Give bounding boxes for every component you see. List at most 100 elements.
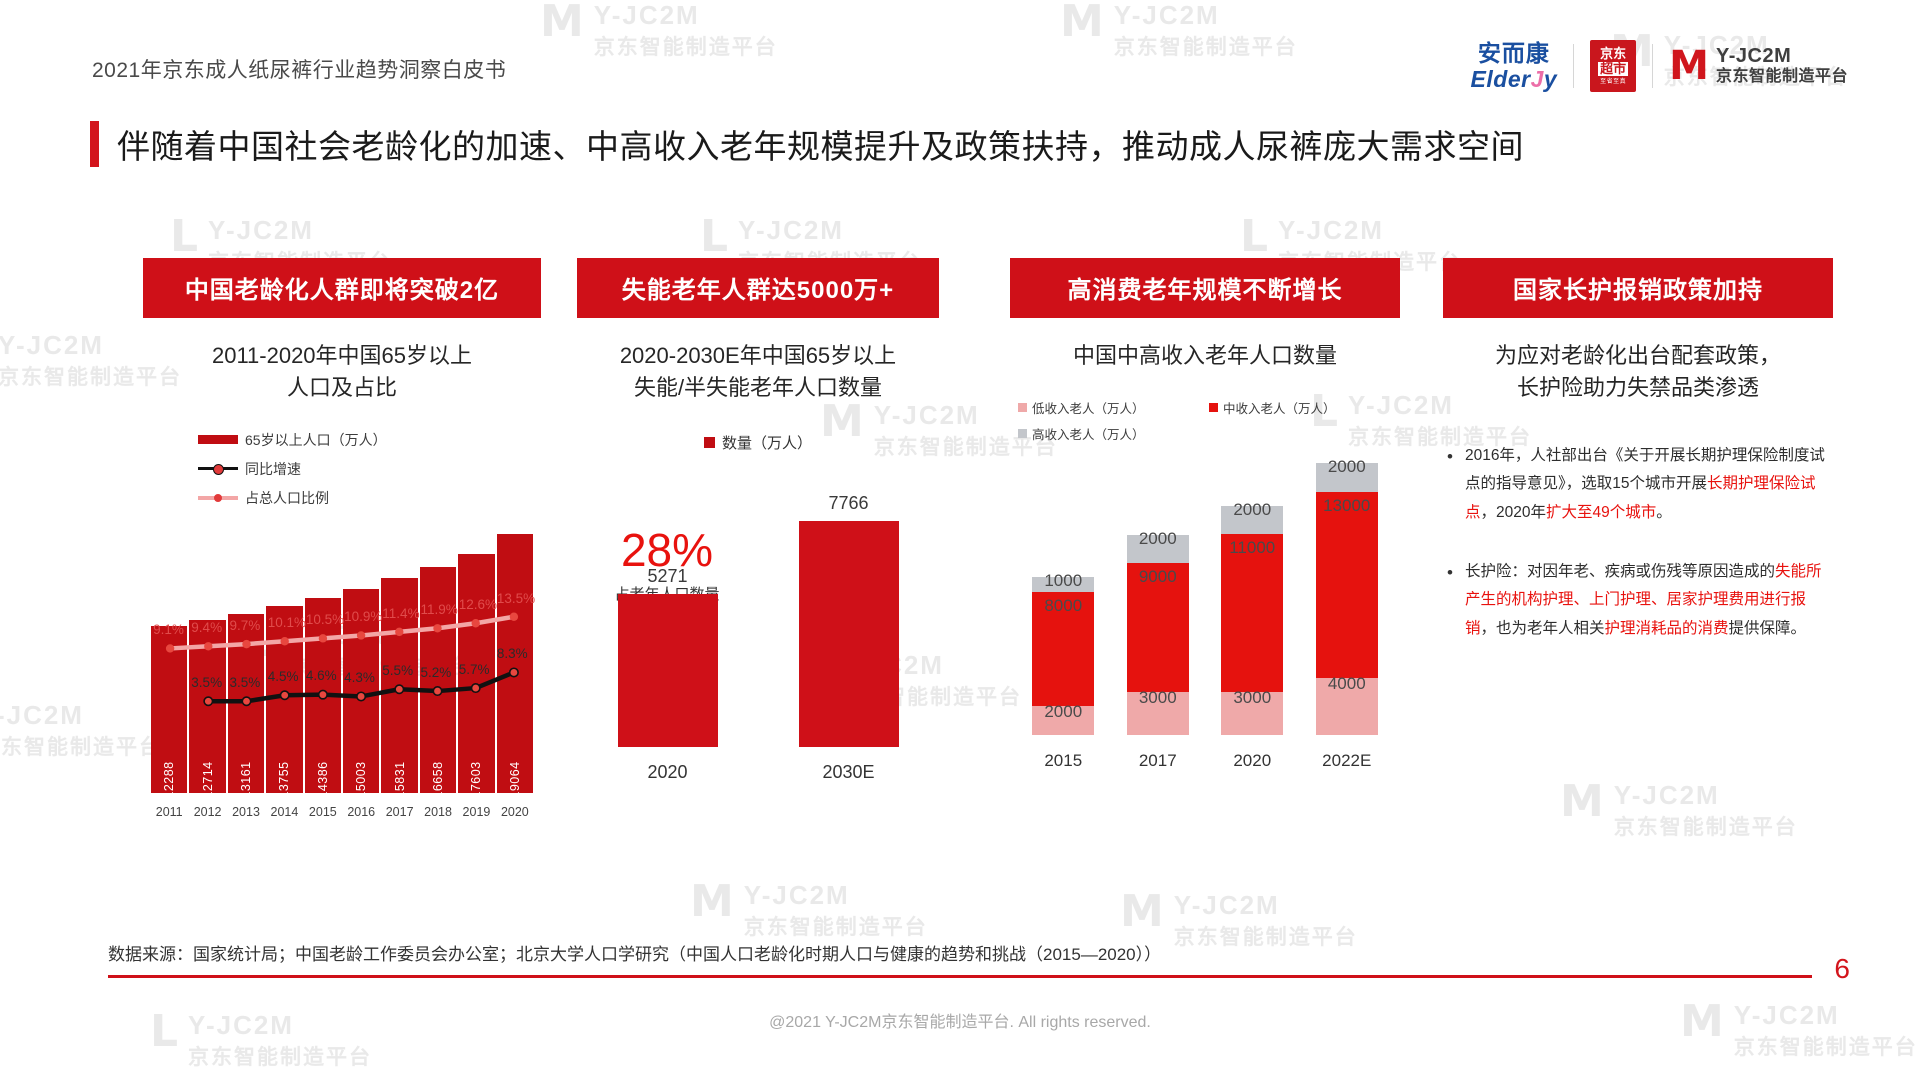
- panel-disabled-elderly: 失能老年人群达5000万+ 2020-2030E年中国65岁以上 失能/半失能老年…: [577, 258, 939, 791]
- chart1-value-label: 11.4%: [382, 605, 420, 621]
- logo-divider: [1573, 44, 1575, 88]
- chart1-value-label: 4.5%: [267, 669, 299, 685]
- chart1-value-label: 4.3%: [344, 670, 375, 686]
- chart1-bar: 16658: [419, 566, 457, 798]
- chart3-segment-red: 13000: [1315, 491, 1378, 678]
- chart1-axis-tick: 2018: [424, 804, 452, 819]
- chart1-bars: 12288 12714 13161 13755 14386 15003 15831 16658…: [151, 515, 534, 798]
- legend-swatch-share: [198, 493, 238, 503]
- chart3-segment-pink: 3000: [1126, 688, 1189, 735]
- chart1-axis-tick: 2014: [270, 804, 299, 819]
- elderjoy-logo-en: ElderJy: [1470, 65, 1558, 92]
- panel1-banner: 中国老龄化人群即将突破2亿: [143, 258, 541, 318]
- chart3-segment-red: 9000: [1126, 563, 1189, 692]
- chart1-bar-label: 15003: [354, 761, 369, 799]
- chart1-bar-label: 12714: [200, 761, 215, 799]
- headline-block: 伴随着中国社会老龄化的加速、中高收入老年规模提升及政策扶持，推动成人尿裤庞大需求…: [90, 120, 1524, 168]
- yjc2m-logo: Ⅿ Y-JC2M 京东智能制造平台: [1669, 45, 1848, 86]
- chart2-bars: 5271 7766: [577, 479, 939, 747]
- chart1-bar-label: 14386: [315, 761, 330, 799]
- legend-swatch-high-income: [1018, 428, 1027, 438]
- chart3-segment-label: 11000: [1229, 538, 1276, 558]
- footer-divider: [108, 975, 1812, 978]
- chart3-segment-label: 2000: [1138, 528, 1177, 548]
- panel-aging-population: 中国老龄化人群即将突破2亿 2011-2020年中国65岁以上 人口及占比 65岁…: [143, 258, 541, 827]
- legend-swatch-bar: [198, 435, 238, 445]
- panel3-banner: 高消费老年规模不断增长: [1010, 258, 1400, 318]
- chart1-value-label: 3.5%: [229, 675, 261, 691]
- chart3-segment-label: 1000: [1044, 571, 1083, 591]
- legend-swatch-growth: [198, 464, 238, 476]
- chart1-value-label: 8.3%: [496, 646, 528, 662]
- chart3-axis-tick: 2017: [1138, 750, 1177, 770]
- legend-swatch-low-income: [1018, 402, 1027, 412]
- legend-item: 中收入老人（万人）: [1209, 398, 1400, 417]
- chart1-bar: 19064: [496, 534, 534, 798]
- chart1-value-label: 9.4%: [191, 620, 223, 636]
- chart1-bar-label: 15831: [392, 761, 407, 799]
- chart3-column: 2000 9000 3000: [1126, 529, 1189, 735]
- chart1-value-label: 5.2%: [420, 664, 452, 680]
- chart3-axis-tick: 2015: [1044, 750, 1083, 770]
- yjc2m-mark-icon: Ⅿ: [1669, 43, 1709, 88]
- chart1-axis-tick: 2020: [500, 804, 529, 819]
- chart3-segment-pink: 3000: [1221, 688, 1284, 735]
- chart2-legend: 数量（万人）: [577, 432, 939, 453]
- yjc2m-logo-subtitle: 京东智能制造平台: [1715, 68, 1848, 86]
- chart3-x-axis: 2015 2017 2020 2022E: [1016, 751, 1394, 771]
- chart3-axis-tick: 2020: [1233, 750, 1272, 770]
- panel4-subtitle: 为应对老龄化出台配套政策， 长护险助力失禁品类渗透: [1494, 343, 1781, 400]
- chart3-segment-red: 8000: [1032, 591, 1095, 707]
- chart3-segment-label: 3000: [1233, 687, 1272, 707]
- chart1-bar: 13161: [227, 614, 265, 798]
- legend-item: 65岁以上人口（万人）: [198, 430, 541, 450]
- chart-aging-population: 12288 12714 13161 13755 14386 15003 15831 16658…: [143, 517, 541, 827]
- chart1-bar-label: 16658: [431, 761, 446, 799]
- panel4-banner: 国家长护报销政策加持: [1443, 258, 1833, 318]
- chart3-segment-gray: 2000: [1315, 457, 1378, 492]
- chart3-segment-label: 3000: [1138, 687, 1177, 707]
- chart3-legend: 低收入老人（万人） 中收入老人（万人） 高收入老人（万人）: [1010, 398, 1400, 443]
- chart3-segment-label: 2000: [1044, 702, 1083, 722]
- chart1-value-label: 5.5%: [382, 663, 414, 679]
- chart2-bar: [798, 521, 899, 747]
- chart1-value-label: 9.7%: [229, 617, 261, 633]
- chart2-axis-tick: 2030E: [822, 761, 875, 782]
- policy-bullet: • 2016年，人社部出台《关于开展长期护理保险制度试点的指导意见》，选取15个城…: [1447, 442, 1833, 528]
- chart-income-elderly: 1000 8000 2000 2000 9000 3000 2000 11000 3000 200…: [1010, 449, 1400, 779]
- chart1-value-label: 3.5%: [191, 675, 223, 691]
- chart1-bar: 12714: [189, 620, 226, 798]
- logo-group: 安而康 ElderJy 京东 超市 至省至真 Ⅿ Y-JC2M 京东智能制造平台: [1471, 40, 1848, 92]
- chart3-segment-gray: 1000: [1032, 571, 1095, 592]
- logo-divider: [1652, 44, 1654, 88]
- chart1-bar: 12288: [151, 626, 188, 798]
- chart2-axis-tick: 2020: [647, 761, 688, 782]
- chart1-value-label: 12.6%: [458, 597, 497, 613]
- document-title: 2021年京东成人纸尿裤行业趋势洞察白皮书: [92, 59, 507, 82]
- headline-accent-bar: [90, 121, 99, 167]
- chart3-segment-label: 2000: [1327, 456, 1366, 476]
- legend-item: 低收入老人（万人）: [1018, 398, 1209, 417]
- panel3-subtitle: 中国中高收入老年人口数量: [1072, 343, 1337, 368]
- chart2-column: 5271: [617, 566, 718, 747]
- chart1-axis-tick: 2011: [155, 804, 183, 819]
- yjc2m-logo-title: Y-JC2M: [1715, 45, 1792, 68]
- policy-bullet-text: 长护险：对因年老、疾病或伤残等原因造成的失能所产生的机构护理、上门护理、居家护理…: [1464, 562, 1822, 638]
- data-source-note: 数据来源：国家统计局；中国老龄工作委员会办公室；北京大学人口学研究（中国人口老龄…: [108, 945, 1162, 964]
- panel-insurance-policy: 国家长护报销政策加持 为应对老龄化出台配套政策， 长护险助力失禁品类渗透 • 201…: [1443, 258, 1833, 674]
- chart3-segment-label: 4000: [1327, 673, 1366, 693]
- bullet-dot-icon: •: [1447, 446, 1453, 466]
- chart1-value-label: 13.5%: [496, 590, 536, 606]
- chart3-segment-gray: 2000: [1126, 529, 1189, 564]
- chart1-value-label: 10.9%: [344, 609, 383, 625]
- headline-text: 伴随着中国社会老龄化的加速、中高收入老年规模提升及政策扶持，推动成人尿裤庞大需求…: [117, 128, 1524, 165]
- chart3-bars: 1000 8000 2000 2000 9000 3000 2000 11000 3000 200…: [1016, 449, 1394, 735]
- chart3-segment-label: 9000: [1138, 567, 1177, 587]
- chart1-value-label: 11.9%: [420, 602, 458, 618]
- watermark: ⅬY-JC2M京东智能制造平台: [0, 330, 183, 389]
- copyright-note: @2021 Y-JC2M京东智能制造平台. All rights reserve…: [769, 1014, 1151, 1031]
- chart1-value-label: 5.7%: [458, 661, 490, 677]
